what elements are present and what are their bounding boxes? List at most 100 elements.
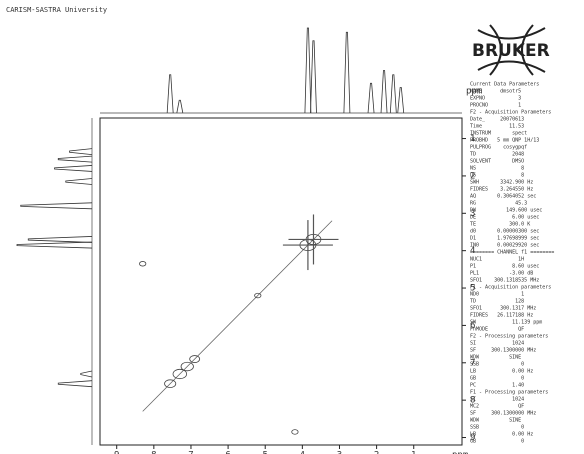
left-projection-peak	[27, 236, 93, 243]
top-projection-peak	[166, 74, 174, 114]
parameter-line: Date_ 20070613	[470, 117, 524, 123]
left-projection-peak	[57, 380, 93, 388]
parameter-line: PC 1.40	[470, 383, 524, 389]
left-projection-peak	[16, 241, 93, 249]
y-tick-label: 6	[470, 321, 475, 331]
parameter-line: TE 300.0 K	[470, 222, 530, 228]
top-projection-peak	[380, 70, 388, 114]
x-tick-label: 1	[411, 451, 416, 454]
parameter-line: TD 128	[470, 299, 524, 305]
parameter-line: PL1 -3.00 dB	[470, 271, 533, 277]
parameter-line: EXPNO 3	[470, 96, 521, 102]
parameter-line: D1 1.97698999 sec	[470, 236, 539, 242]
parameter-line: WDW SINE	[470, 418, 521, 424]
parameter-line: LB 0.00 Hz	[470, 432, 533, 438]
x-tick-label: 3	[337, 451, 342, 454]
parameter-line: FIDRES 3.264550 Hz	[470, 187, 533, 193]
parameter-line: Time 11.53	[470, 124, 524, 130]
parameter-line: SOLVENT DMSO	[470, 159, 524, 165]
parameter-line: F2 - Processing parameters	[470, 334, 548, 340]
parameter-line: SFO1 300.1317 MHz	[470, 306, 536, 312]
left-projection-peak	[57, 155, 93, 163]
x-tick-label: 6	[225, 451, 230, 454]
parameter-line: SF 300.1300000 MHz	[470, 411, 536, 417]
parameter-line: F1 - Acquisition parameters	[470, 285, 551, 291]
cross-peak	[180, 361, 194, 372]
x-tick-label: 2	[374, 451, 379, 454]
left-projection-peak	[69, 148, 93, 156]
parameter-line: F2 - Acquisition Parameters	[470, 110, 551, 116]
top-projection-peak	[176, 99, 184, 114]
parameter-line: SSB 0	[470, 425, 524, 431]
parameter-line: F1 - Processing parameters	[470, 390, 548, 396]
x-tick-label: 9	[114, 451, 119, 454]
parameter-line: Current Data Parameters	[470, 82, 539, 88]
parameter-line: DE 6.00 usec	[470, 215, 539, 221]
cross-peak	[172, 368, 188, 380]
parameter-line: d0 0.00000300 sec	[470, 229, 539, 235]
x-axis-label: ppm	[452, 451, 468, 454]
cross-peak	[164, 379, 177, 389]
parameter-line: SI 1024	[470, 397, 524, 403]
parameter-line: IN0 0.00029920 sec	[470, 243, 539, 249]
parameter-line: INSTRUM spect	[470, 131, 527, 137]
cross-peak	[291, 429, 299, 435]
parameter-line: PROCNO 1	[470, 103, 521, 109]
top-projection-peak	[343, 31, 351, 114]
parameter-line: PROBHD 5 mm QNP 1H/13	[470, 138, 539, 144]
cross-peak	[189, 355, 201, 363]
parameter-line: MC2 QF	[470, 404, 524, 410]
y-tick-label: 1	[470, 134, 475, 144]
parameter-line: NUC1 1H	[470, 257, 524, 263]
top-projection-peak	[367, 82, 375, 114]
cross-peak	[139, 261, 147, 267]
top-projection-peak	[310, 40, 317, 114]
parameter-line: TD 2048	[470, 152, 524, 158]
parameter-line: WDW SINE	[470, 355, 521, 361]
top-projection-peak	[397, 87, 405, 114]
left-projection-peak	[20, 202, 93, 210]
y-tick-label: 7	[470, 358, 475, 368]
parameter-line: SW 11.139 ppm	[470, 320, 542, 326]
parameter-line: NAME dmsotr5	[470, 89, 521, 95]
parameter-line: SI 1024	[470, 341, 524, 347]
y-tick-label: 2	[470, 171, 475, 181]
y-tick-label: 5	[470, 284, 475, 294]
parameter-line: RG 45.3	[470, 201, 527, 207]
parameter-line: PULPROG cosygpqf	[470, 145, 527, 151]
y-axis-label: ppm	[466, 87, 482, 97]
left-projection-peak	[80, 370, 93, 378]
brand: BRUKER	[472, 41, 550, 61]
parameter-line: AQ 0.3064052 sec	[470, 194, 536, 200]
y-tick-label: 4	[470, 246, 475, 256]
plot-frame	[99, 117, 463, 446]
parameter-line: SFO1 300.1318535 MHz	[470, 278, 539, 284]
parameter-line: GB 0	[470, 376, 524, 382]
parameter-line: NS 8	[470, 166, 524, 172]
y-tick-label: 9	[470, 433, 475, 443]
parameter-line: SSB 0	[470, 362, 524, 368]
parameter-line: DS 8	[470, 173, 524, 179]
x-tick-label: 4	[300, 451, 305, 454]
left-projection-peak	[65, 178, 93, 185]
top-projection-peak	[389, 74, 397, 114]
x-tick-label: 5	[263, 451, 268, 454]
x-tick-label: 8	[151, 451, 156, 454]
parameter-line: SF 300.1300000 MHz	[470, 348, 536, 354]
top-projection-peak	[304, 27, 312, 114]
parameter-line: DW 149.600 usec	[470, 208, 542, 214]
header: CARISM-SASTRA University	[6, 6, 107, 14]
left-projection-peak	[54, 165, 93, 172]
parameter-line: FnMODE QF	[470, 327, 524, 333]
parameter-line: GB 0	[470, 439, 524, 445]
parameter-line: FIDRES 26.117188 Hz	[470, 313, 533, 319]
parameter-line: LB 0.00 Hz	[470, 369, 533, 375]
parameter-line: ND0 1	[470, 292, 524, 298]
bruker-logo	[477, 24, 546, 76]
cross-peak	[254, 292, 262, 299]
x-tick-label: 7	[188, 451, 193, 454]
y-tick-label: 8	[470, 396, 475, 406]
diagonal	[142, 220, 333, 412]
